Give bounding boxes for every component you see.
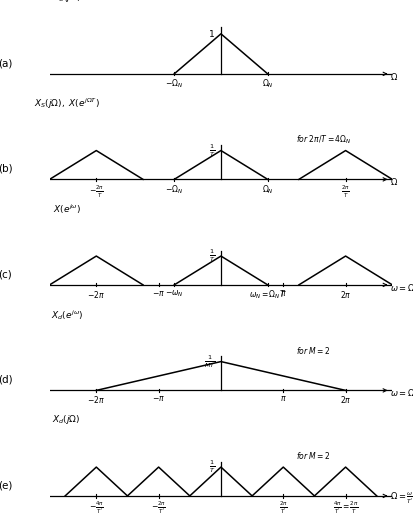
Text: $-\pi$: $-\pi$ [152, 289, 165, 298]
Text: $\pi$: $\pi$ [280, 394, 287, 403]
Text: $-2\pi$: $-2\pi$ [87, 394, 105, 405]
Text: $\Omega$: $\Omega$ [390, 71, 398, 82]
Text: $\frac{1}{T}$: $\frac{1}{T}$ [209, 142, 215, 159]
Text: (c): (c) [0, 269, 12, 279]
Text: $\omega_N{=}\Omega_N T$: $\omega_N{=}\Omega_N T$ [249, 289, 286, 301]
Text: $-\Omega_N$: $-\Omega_N$ [165, 183, 183, 196]
Text: $\frac{4\pi}{T'}{=}\frac{2\pi}{T}$: $\frac{4\pi}{T'}{=}\frac{2\pi}{T}$ [333, 500, 358, 516]
Text: $\frac{2\pi}{T'}$: $\frac{2\pi}{T'}$ [279, 500, 287, 516]
Text: $X_S(j\Omega),\ X(e^{j\Omega T})$: $X_S(j\Omega),\ X(e^{j\Omega T})$ [34, 97, 100, 111]
Text: $1$: $1$ [209, 28, 215, 40]
Text: $X(e^{j\omega})$: $X(e^{j\omega})$ [53, 202, 81, 216]
Text: (a): (a) [0, 58, 12, 69]
Text: $\Omega$: $\Omega$ [390, 177, 398, 187]
Text: $\Omega_N$: $\Omega_N$ [262, 78, 273, 90]
Text: $\Omega_N$: $\Omega_N$ [262, 183, 273, 196]
Text: $\frac{1}{MT}$: $\frac{1}{MT}$ [204, 353, 215, 370]
Text: $X_C(j\Omega)$: $X_C(j\Omega)$ [52, 0, 81, 4]
Text: $-\Omega_N$: $-\Omega_N$ [165, 78, 183, 90]
Text: $\frac{2\pi}{T}$: $\frac{2\pi}{T}$ [341, 183, 350, 200]
Text: for $M=2$: for $M=2$ [297, 345, 331, 356]
Text: (d): (d) [0, 375, 12, 385]
Text: for $2\pi/T = 4\Omega_N$: for $2\pi/T = 4\Omega_N$ [297, 133, 352, 146]
Text: for $M=2$: for $M=2$ [297, 450, 331, 461]
Text: $-\frac{4\pi}{T'}$: $-\frac{4\pi}{T'}$ [89, 500, 104, 516]
Text: $\pi$: $\pi$ [280, 289, 287, 298]
Text: $-\frac{2\pi}{T'}$: $-\frac{2\pi}{T'}$ [151, 500, 166, 516]
Text: (b): (b) [0, 164, 12, 174]
Text: $X_d(e^{j\omega})$: $X_d(e^{j\omega})$ [50, 308, 83, 322]
Text: $-\pi$: $-\pi$ [152, 394, 165, 403]
Text: $2\pi$: $2\pi$ [340, 394, 351, 405]
Text: $-\omega_N$: $-\omega_N$ [165, 289, 183, 299]
Text: $\omega{=}\Omega T'$: $\omega{=}\Omega T'$ [390, 387, 413, 398]
Text: $\omega{=}\Omega T$: $\omega{=}\Omega T$ [390, 282, 413, 293]
Text: $\Omega{=}\frac{\omega}{T'}$: $\Omega{=}\frac{\omega}{T'}$ [390, 491, 413, 506]
Text: $2\pi$: $2\pi$ [340, 289, 351, 300]
Text: $-2\pi$: $-2\pi$ [87, 289, 105, 300]
Text: $\frac{1}{T}$: $\frac{1}{T}$ [209, 248, 215, 265]
Text: $X_d(j\Omega)$: $X_d(j\Omega)$ [52, 413, 81, 426]
Text: (e): (e) [0, 481, 12, 491]
Text: $\frac{1}{T}$: $\frac{1}{T}$ [209, 459, 215, 475]
Text: $-\frac{2\pi}{T}$: $-\frac{2\pi}{T}$ [89, 183, 104, 200]
